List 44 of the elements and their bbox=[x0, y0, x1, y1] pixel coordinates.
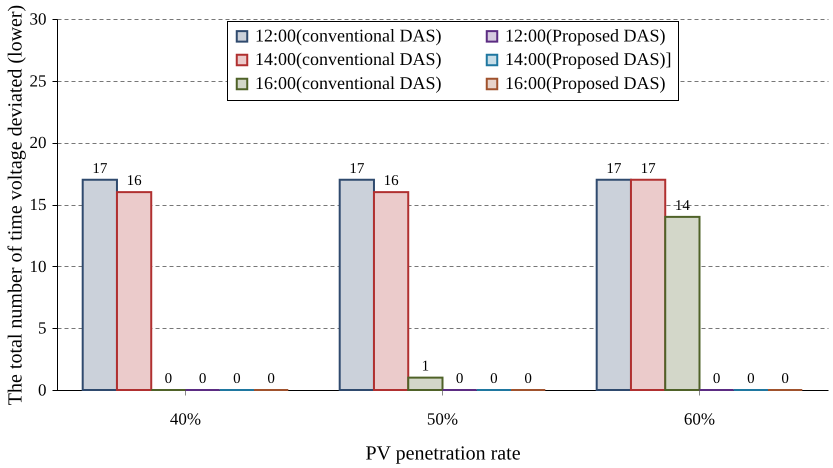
bar bbox=[630, 178, 666, 391]
data-label: 17 bbox=[92, 160, 108, 177]
data-label: 0 bbox=[490, 371, 498, 387]
x-tick-label: 50% bbox=[426, 410, 458, 428]
bar bbox=[596, 178, 632, 391]
legend-label: 14:00(conventional DAS) bbox=[255, 49, 442, 69]
x-axis-title: PV penetration rate bbox=[365, 442, 521, 464]
y-tick-label: 15 bbox=[30, 195, 46, 214]
y-tick-label: 20 bbox=[30, 133, 46, 152]
bar bbox=[82, 178, 118, 391]
data-label: 0 bbox=[233, 371, 241, 387]
data-label: 1 bbox=[422, 358, 430, 375]
data-label: 0 bbox=[456, 371, 464, 387]
bar bbox=[664, 216, 700, 391]
legend-label: 16:00(conventional DAS) bbox=[255, 73, 442, 93]
y-tick-label: 0 bbox=[38, 380, 46, 400]
legend-label: 16:00(Proposed DAS) bbox=[505, 73, 666, 93]
data-label: 17 bbox=[349, 160, 365, 177]
data-label: 17 bbox=[606, 160, 622, 177]
data-label: 17 bbox=[640, 160, 656, 177]
data-label: 0 bbox=[747, 371, 755, 387]
data-label: 14 bbox=[674, 198, 690, 214]
x-tick-label: 60% bbox=[684, 410, 716, 428]
bar bbox=[338, 178, 375, 391]
y-tick-label: 30 bbox=[30, 10, 46, 28]
data-label: 16 bbox=[384, 173, 400, 190]
data-label: 0 bbox=[164, 371, 172, 387]
data-label: 0 bbox=[267, 371, 275, 387]
x-tick-label: 40% bbox=[170, 410, 202, 428]
y-axis-title: The total number of time voltage deviated (lower) bbox=[4, 4, 26, 406]
bar bbox=[372, 191, 410, 391]
bar bbox=[116, 191, 152, 391]
y-tick-label: 25 bbox=[30, 71, 46, 90]
data-label: 0 bbox=[524, 371, 532, 387]
legend-label: 12:00(conventional DAS) bbox=[255, 25, 442, 46]
data-label: 0 bbox=[198, 371, 206, 387]
legend-label: 12:00(Proposed DAS) bbox=[505, 25, 666, 46]
bar bbox=[407, 376, 444, 391]
y-tick-label: 5 bbox=[38, 318, 46, 338]
legend-label: 14:00(Proposed DAS)] bbox=[505, 49, 672, 69]
data-label: 16 bbox=[126, 173, 142, 190]
data-label: 0 bbox=[712, 371, 720, 387]
y-tick-label: 10 bbox=[30, 256, 46, 276]
data-label: 0 bbox=[781, 371, 789, 387]
